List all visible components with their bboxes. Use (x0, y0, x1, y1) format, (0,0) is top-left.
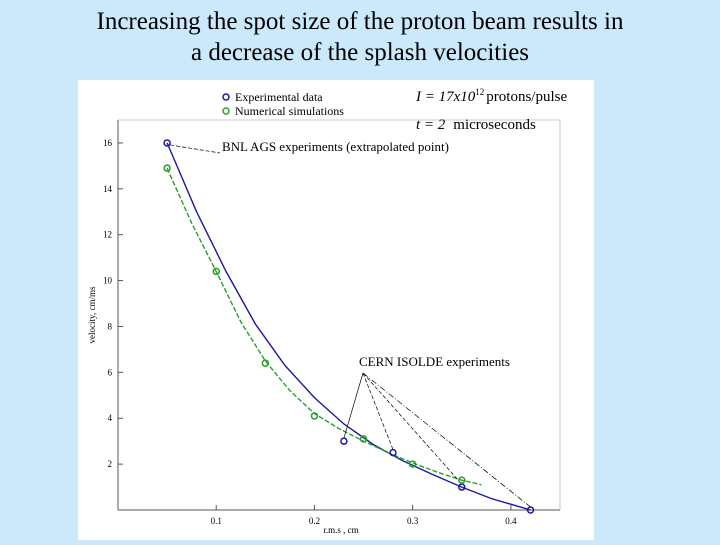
legend-label-experimental: Experimental data (235, 90, 323, 104)
cern-leader-line (362, 372, 531, 508)
velocity-chart: 0.1 0.2 0.3 0.4 2 4 6 8 10 12 14 16 Experimental da… (87, 87, 567, 535)
numerical-point (359, 435, 368, 443)
intensity-value: I = 17x10 (415, 89, 476, 105)
beam-parameters: I = 17x1012 protons/pulse t = 2 microsecon… (415, 87, 567, 133)
numerical-point (408, 460, 417, 468)
experimental-point (526, 506, 535, 514)
numerical-fit-curve (166, 167, 482, 486)
x-axis-title: r.m.s , cm (323, 525, 358, 535)
cern-annotation-label: CERN ISOLDE experiments (359, 354, 510, 369)
experimental-point (163, 139, 171, 147)
x-tick-label: 0.3 (407, 516, 419, 526)
y-tick-label: 12 (103, 230, 112, 240)
slide-title-line-1: Increasing the spot size of the proton b… (96, 8, 624, 35)
intensity-label: I = 17x1012 protons/pulse (415, 87, 567, 105)
experimental-point (458, 483, 466, 491)
data-points (163, 139, 535, 514)
fit-curves (166, 142, 531, 511)
x-tick-label: 0.1 (211, 516, 222, 526)
legend-marker-numerical (222, 107, 230, 115)
numerical-point (163, 164, 171, 172)
plot-panel: 0.1 0.2 0.3 0.4 2 4 6 8 10 12 14 16 Experimental da… (78, 80, 594, 540)
y-tick-label: 8 (108, 321, 113, 331)
cern-leader-line (362, 372, 463, 485)
bnl-annotation-label: BNL AGS experiments (extrapolated point) (222, 139, 449, 154)
x-tick-label: 0.2 (309, 516, 320, 526)
intensity-unit: protons/pulse (486, 89, 567, 105)
intensity-exponent: 12 (475, 87, 484, 97)
y-tick-label: 10 (103, 276, 113, 286)
legend-label-numerical: Numerical simulations (235, 104, 344, 118)
y-tick-label: 6 (108, 367, 113, 377)
legend-marker-experimental (222, 93, 230, 101)
numerical-point (261, 359, 270, 367)
numerical-point (212, 267, 220, 276)
x-tick-label: 0.4 (505, 516, 517, 526)
bnl-leader-line (170, 144, 221, 154)
numerical-point (310, 412, 319, 420)
time-label: t = 2 microseconds (416, 117, 536, 133)
legend: Experimental data Numerical simulations (222, 90, 344, 118)
time-value: t = 2 (416, 117, 446, 133)
annotation-leader-lines (170, 144, 531, 508)
cern-leader-line (362, 372, 394, 450)
experimental-fit-curve (166, 142, 531, 511)
numerical-point (458, 476, 466, 484)
axes (117, 119, 561, 511)
y-tick-label: 14 (103, 184, 113, 194)
y-axis-title: velocity, cm/ms (87, 286, 97, 343)
experimental-point (389, 448, 397, 457)
slide-title-line-2: a decrease of the splash velocities (190, 39, 530, 66)
y-tick-label: 4 (108, 413, 113, 423)
experimental-point (340, 437, 348, 445)
cern-leader-line (343, 372, 364, 439)
ticks: 0.1 0.2 0.3 0.4 2 4 6 8 10 12 14 16 (103, 138, 517, 526)
y-tick-label: 2 (108, 459, 113, 469)
time-unit: microseconds (453, 117, 536, 133)
y-tick-label: 16 (103, 138, 113, 148)
slide-title: Increasing the spot size of the proton b… (0, 6, 720, 68)
